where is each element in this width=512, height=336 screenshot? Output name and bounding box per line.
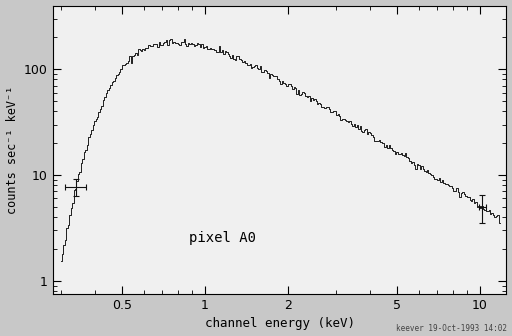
- Text: pixel A0: pixel A0: [189, 231, 256, 245]
- X-axis label: channel energy (keV): channel energy (keV): [205, 318, 355, 330]
- Y-axis label: counts sec⁻¹ keV⁻¹: counts sec⁻¹ keV⁻¹: [6, 86, 18, 214]
- Text: keever 19-Oct-1993 14:02: keever 19-Oct-1993 14:02: [396, 324, 507, 333]
